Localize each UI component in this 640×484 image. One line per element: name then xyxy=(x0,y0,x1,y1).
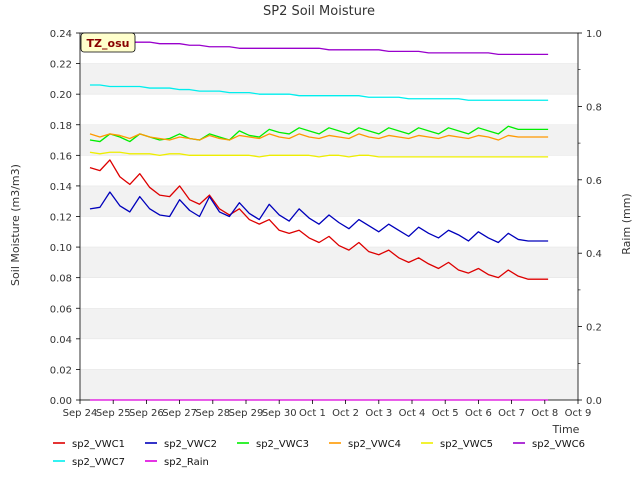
y2-tick-label: 0.8 xyxy=(586,102,602,113)
plot-bands xyxy=(80,32,578,401)
legend-label: sp2_Rain xyxy=(164,457,209,468)
annotation-box: TZ_osu xyxy=(80,32,136,53)
y-tick-label: 0.16 xyxy=(50,151,72,162)
series-line-sp2_VWC6 xyxy=(89,38,549,56)
y-tick-label: 0.00 xyxy=(50,396,72,407)
y-tick-label: 0.08 xyxy=(50,274,72,285)
y-tick-label: 0.04 xyxy=(50,335,72,346)
y2-tick-label: 0.0 xyxy=(586,396,602,407)
y2-axis-label: Raim (mm) xyxy=(620,193,633,254)
y-tick-label: 0.20 xyxy=(50,90,72,101)
x-tick-label: Oct 9 xyxy=(565,408,592,419)
x-tick-label: Oct 1 xyxy=(299,408,326,419)
y2-tick-label: 0.6 xyxy=(586,176,602,187)
legend-label: sp2_VWC5 xyxy=(440,439,493,450)
y2-tick-label: 0.4 xyxy=(586,249,602,260)
x-tick-label: Sep 25 xyxy=(96,408,131,419)
grid-band xyxy=(80,308,578,339)
chart-title: SP2 Soil Moisture xyxy=(263,4,375,19)
series-line-sp2_VWC5 xyxy=(89,151,549,158)
y-tick-label: 0.18 xyxy=(50,121,72,132)
y2-tick-label: 0.2 xyxy=(586,323,602,334)
grid-band xyxy=(80,247,578,278)
x-tick-label: Sep 30 xyxy=(262,408,297,419)
series-line-sp2_VWC2 xyxy=(89,191,549,244)
y-tick-label: 0.10 xyxy=(50,243,72,254)
legend-label: sp2_VWC2 xyxy=(164,439,217,450)
series-line-sp2_VWC7 xyxy=(89,84,549,101)
x-tick-label: Sep 28 xyxy=(195,408,230,419)
y-tick-label: 0.24 xyxy=(50,29,72,40)
y-tick-label: 0.06 xyxy=(50,304,72,315)
legend-label: sp2_VWC3 xyxy=(256,439,309,450)
annotation-box-bg xyxy=(80,32,136,53)
y2-axis-ticks: 0.0 0.2 0.4 0.6 0.8 1.0 xyxy=(578,29,602,407)
x-tick-label: Sep 27 xyxy=(162,408,197,419)
y-tick-label: 0.12 xyxy=(50,213,72,224)
series-layer xyxy=(89,38,549,401)
x-axis-label: Time xyxy=(552,423,580,436)
grid-band xyxy=(80,185,578,217)
x-tick-label: Oct 3 xyxy=(365,408,392,419)
x-tick-label: Oct 5 xyxy=(432,408,459,419)
y-axis-label: Soil Moisture (m3/m3) xyxy=(9,164,22,286)
legend-label: sp2_VWC6 xyxy=(532,439,585,450)
x-tick-label: Sep 24 xyxy=(63,408,98,419)
grid-band xyxy=(80,63,578,95)
x-tick-label: Sep 26 xyxy=(129,408,164,419)
y2-tick-label: 1.0 xyxy=(586,29,602,40)
grid-band xyxy=(80,369,578,400)
legend: sp2_VWC1 sp2_VWC2 sp2_VWC3 sp2_VWC4 sp2_VWC5… xyxy=(53,439,585,468)
y-tick-label: 0.22 xyxy=(50,60,72,71)
annotation-label: TZ_osu xyxy=(87,37,130,50)
x-tick-label: Oct 2 xyxy=(332,408,359,419)
legend-label: sp2_VWC4 xyxy=(348,439,401,450)
y-tick-label: 0.14 xyxy=(50,182,72,193)
series-line-sp2_VWC4 xyxy=(89,133,549,141)
y-axis-ticks: 0.00 0.02 0.04 0.06 0.08 0.10 0.12 0.14 0.16 0.18… xyxy=(50,29,80,407)
x-tick-label: Oct 4 xyxy=(399,408,426,419)
series-line-sp2_VWC1 xyxy=(89,159,549,280)
x-tick-label: Oct 8 xyxy=(531,408,558,419)
legend-label: sp2_VWC1 xyxy=(72,439,125,450)
legend-label: sp2_VWC7 xyxy=(72,457,125,468)
x-tick-label: Sep 29 xyxy=(229,408,264,419)
y-tick-label: 0.02 xyxy=(50,365,72,376)
x-tick-label: Oct 7 xyxy=(498,408,525,419)
x-tick-label: Oct 6 xyxy=(465,408,492,419)
